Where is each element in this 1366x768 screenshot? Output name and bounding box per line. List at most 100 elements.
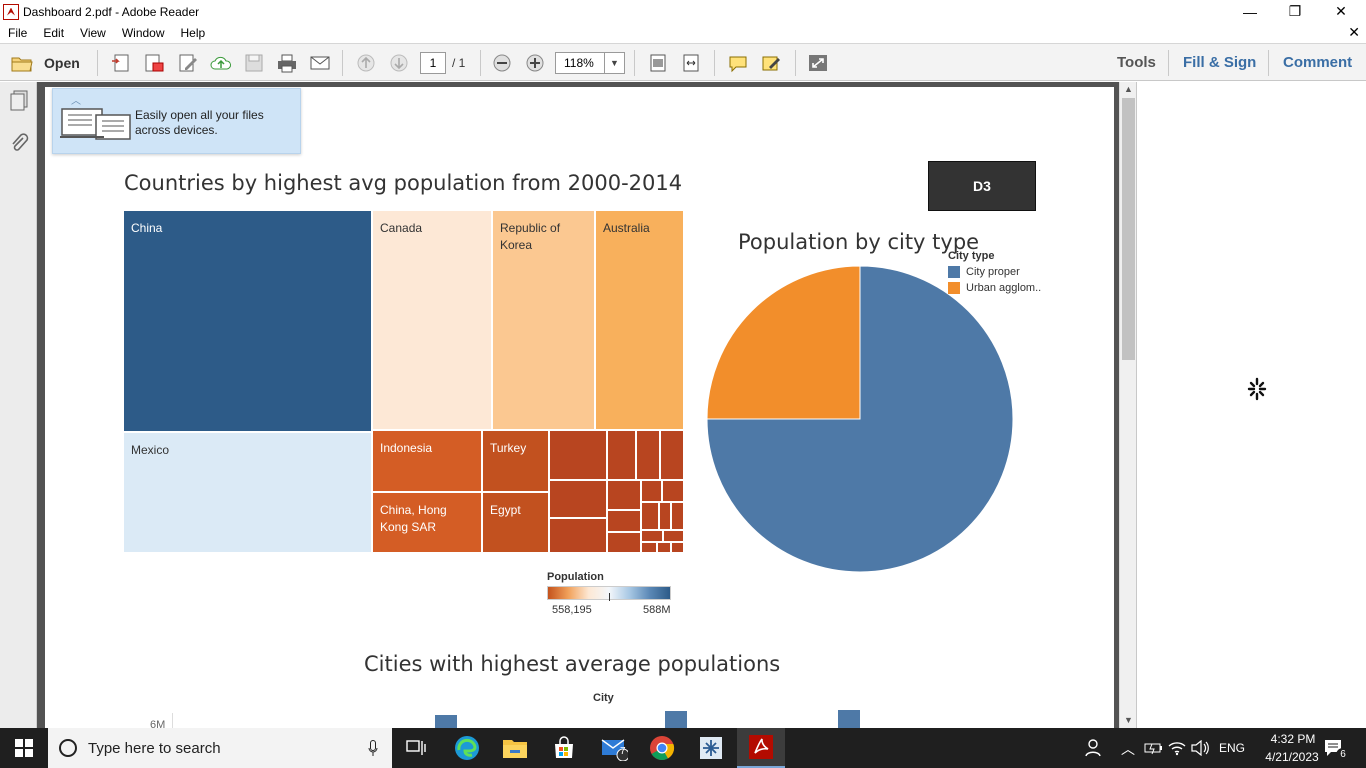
page-thumbnails-icon[interactable]: [9, 90, 29, 112]
legend-item-urban-agglomeration[interactable]: Urban agglom..: [948, 282, 1041, 294]
treemap-cell-indonesia[interactable]: Indonesia: [372, 430, 482, 492]
zoom-select[interactable]: 118% ▼: [555, 52, 625, 74]
pie-slice-urban-agglom[interactable]: [706, 265, 861, 420]
zoom-in-icon[interactable]: [523, 52, 547, 74]
treemap-cell-canada[interactable]: Canada: [372, 210, 492, 430]
population-color-legend: Population 558,195 588M: [547, 571, 677, 616]
treemap-cell-small[interactable]: [657, 542, 671, 553]
clock-date[interactable]: 4/21/2023: [1265, 750, 1319, 764]
zoom-out-icon[interactable]: [490, 52, 514, 74]
highlight-icon[interactable]: [759, 52, 783, 74]
previous-page-icon[interactable]: [354, 52, 378, 74]
volume-icon[interactable]: [1186, 734, 1214, 762]
scroll-up-icon[interactable]: ▲: [1124, 84, 1133, 94]
menu-view[interactable]: View: [80, 26, 106, 40]
edit-pdf-icon[interactable]: [176, 52, 200, 74]
tableau-app-icon[interactable]: [697, 734, 725, 762]
scroll-thumb[interactable]: [1122, 98, 1135, 360]
close-button[interactable]: ✕: [1335, 3, 1347, 19]
city-type-legend: City type City proper Urban agglom..: [948, 250, 1041, 294]
menu-help[interactable]: Help: [180, 26, 206, 40]
vertical-scrollbar[interactable]: ▲ ▼: [1119, 82, 1136, 728]
create-pdf-icon[interactable]: [109, 52, 133, 74]
treemap-cell-small[interactable]: [607, 510, 641, 532]
treemap-cell-small[interactable]: [641, 480, 662, 502]
export-pdf-icon[interactable]: [142, 52, 166, 74]
file-explorer-icon[interactable]: [501, 734, 529, 762]
legend-item-city-proper[interactable]: City proper: [948, 266, 1041, 278]
treemap-cell-small[interactable]: [641, 530, 663, 542]
page-number-input[interactable]: 1: [420, 52, 446, 74]
fit-page-icon[interactable]: [646, 52, 670, 74]
treemap-cell-small[interactable]: [549, 430, 607, 480]
treemap-cell-egypt[interactable]: Egypt: [482, 492, 549, 553]
treemap-cell-small[interactable]: [660, 430, 684, 480]
people-icon[interactable]: [1080, 734, 1108, 762]
treemap-cell-small[interactable]: [671, 502, 684, 530]
menu-window[interactable]: Window: [121, 26, 165, 40]
menu-file[interactable]: File: [8, 26, 28, 40]
treemap-cell-hong-kong[interactable]: China, Hong Kong SAR: [372, 492, 482, 553]
treemap-cell-small[interactable]: [607, 430, 636, 480]
treemap-cell-australia[interactable]: Australia: [595, 210, 684, 430]
treemap-cell-small[interactable]: [641, 502, 659, 530]
start-button[interactable]: [0, 728, 48, 768]
pie-slice-city-proper[interactable]: [706, 265, 1014, 573]
cloud-tip-card[interactable]: ︿ Easily open all your files across devi…: [52, 88, 301, 154]
tab-tools[interactable]: Tools: [1117, 54, 1156, 71]
task-view-icon[interactable]: [402, 734, 430, 762]
attachments-icon[interactable]: [9, 132, 29, 154]
chart-bar[interactable]: [435, 715, 457, 728]
d3-badge[interactable]: D3: [928, 161, 1036, 211]
treemap-cell-small[interactable]: [671, 542, 684, 553]
treemap-cell-mexico[interactable]: Mexico: [123, 432, 372, 553]
chart-bar[interactable]: [665, 711, 687, 728]
mail-icon[interactable]: [600, 734, 628, 762]
fullscreen-icon[interactable]: [806, 52, 830, 74]
open-button[interactable]: Open: [44, 55, 80, 71]
treemap-cell-small[interactable]: [607, 480, 641, 510]
adobe-reader-taskbar-button[interactable]: [737, 728, 785, 768]
minimize-button[interactable]: —: [1243, 3, 1257, 20]
close-document-button[interactable]: ✕: [1348, 24, 1360, 40]
show-hidden-icons-chevron-icon[interactable]: ︿: [1121, 741, 1135, 757]
upload-cloud-icon[interactable]: [209, 52, 233, 74]
chart-bar[interactable]: [838, 710, 860, 728]
comment-icon[interactable]: [726, 52, 750, 74]
treemap-cell-turkey[interactable]: Turkey: [482, 430, 549, 492]
menu-edit[interactable]: Edit: [43, 26, 65, 40]
treemap-cell-small[interactable]: [607, 532, 641, 553]
treemap-cell-small[interactable]: [641, 542, 657, 553]
search-icon: [59, 739, 77, 757]
restore-button[interactable]: ❐: [1288, 3, 1302, 19]
save-icon[interactable]: [242, 52, 266, 74]
tab-fill-sign[interactable]: Fill & Sign: [1183, 54, 1257, 71]
tab-comment[interactable]: Comment: [1283, 54, 1353, 71]
treemap-cell-small[interactable]: [549, 480, 607, 518]
treemap-cell-korea[interactable]: Republic of Korea: [492, 210, 595, 430]
microphone-icon[interactable]: [368, 740, 378, 756]
treemap-cell-small[interactable]: [663, 530, 684, 542]
treemap-cell-small[interactable]: [549, 518, 607, 553]
legend-swatch: [948, 266, 960, 278]
edge-browser-icon[interactable]: [453, 734, 481, 762]
microsoft-store-icon[interactable]: [550, 734, 578, 762]
page-total-label: / 1: [452, 56, 466, 70]
fit-width-icon[interactable]: [679, 52, 703, 74]
next-page-icon[interactable]: [387, 52, 411, 74]
chrome-browser-icon[interactable]: [648, 734, 676, 762]
treemap-cell-small[interactable]: [662, 480, 684, 502]
battery-icon[interactable]: [1140, 734, 1168, 762]
wifi-icon[interactable]: [1163, 734, 1191, 762]
email-icon[interactable]: [308, 52, 332, 74]
chevron-down-icon[interactable]: ▼: [604, 53, 624, 73]
print-icon[interactable]: [275, 52, 299, 74]
treemap-cell-small[interactable]: [659, 502, 671, 530]
scroll-down-icon[interactable]: ▼: [1124, 715, 1133, 725]
taskbar-search-box[interactable]: Type here to search: [48, 728, 392, 768]
input-language[interactable]: ENG: [1219, 741, 1246, 755]
treemap-cell-small[interactable]: [636, 430, 660, 480]
clock-time[interactable]: 4:32 PM: [1270, 732, 1316, 746]
open-folder-icon[interactable]: [10, 52, 34, 74]
treemap-cell-china[interactable]: China: [123, 210, 372, 432]
